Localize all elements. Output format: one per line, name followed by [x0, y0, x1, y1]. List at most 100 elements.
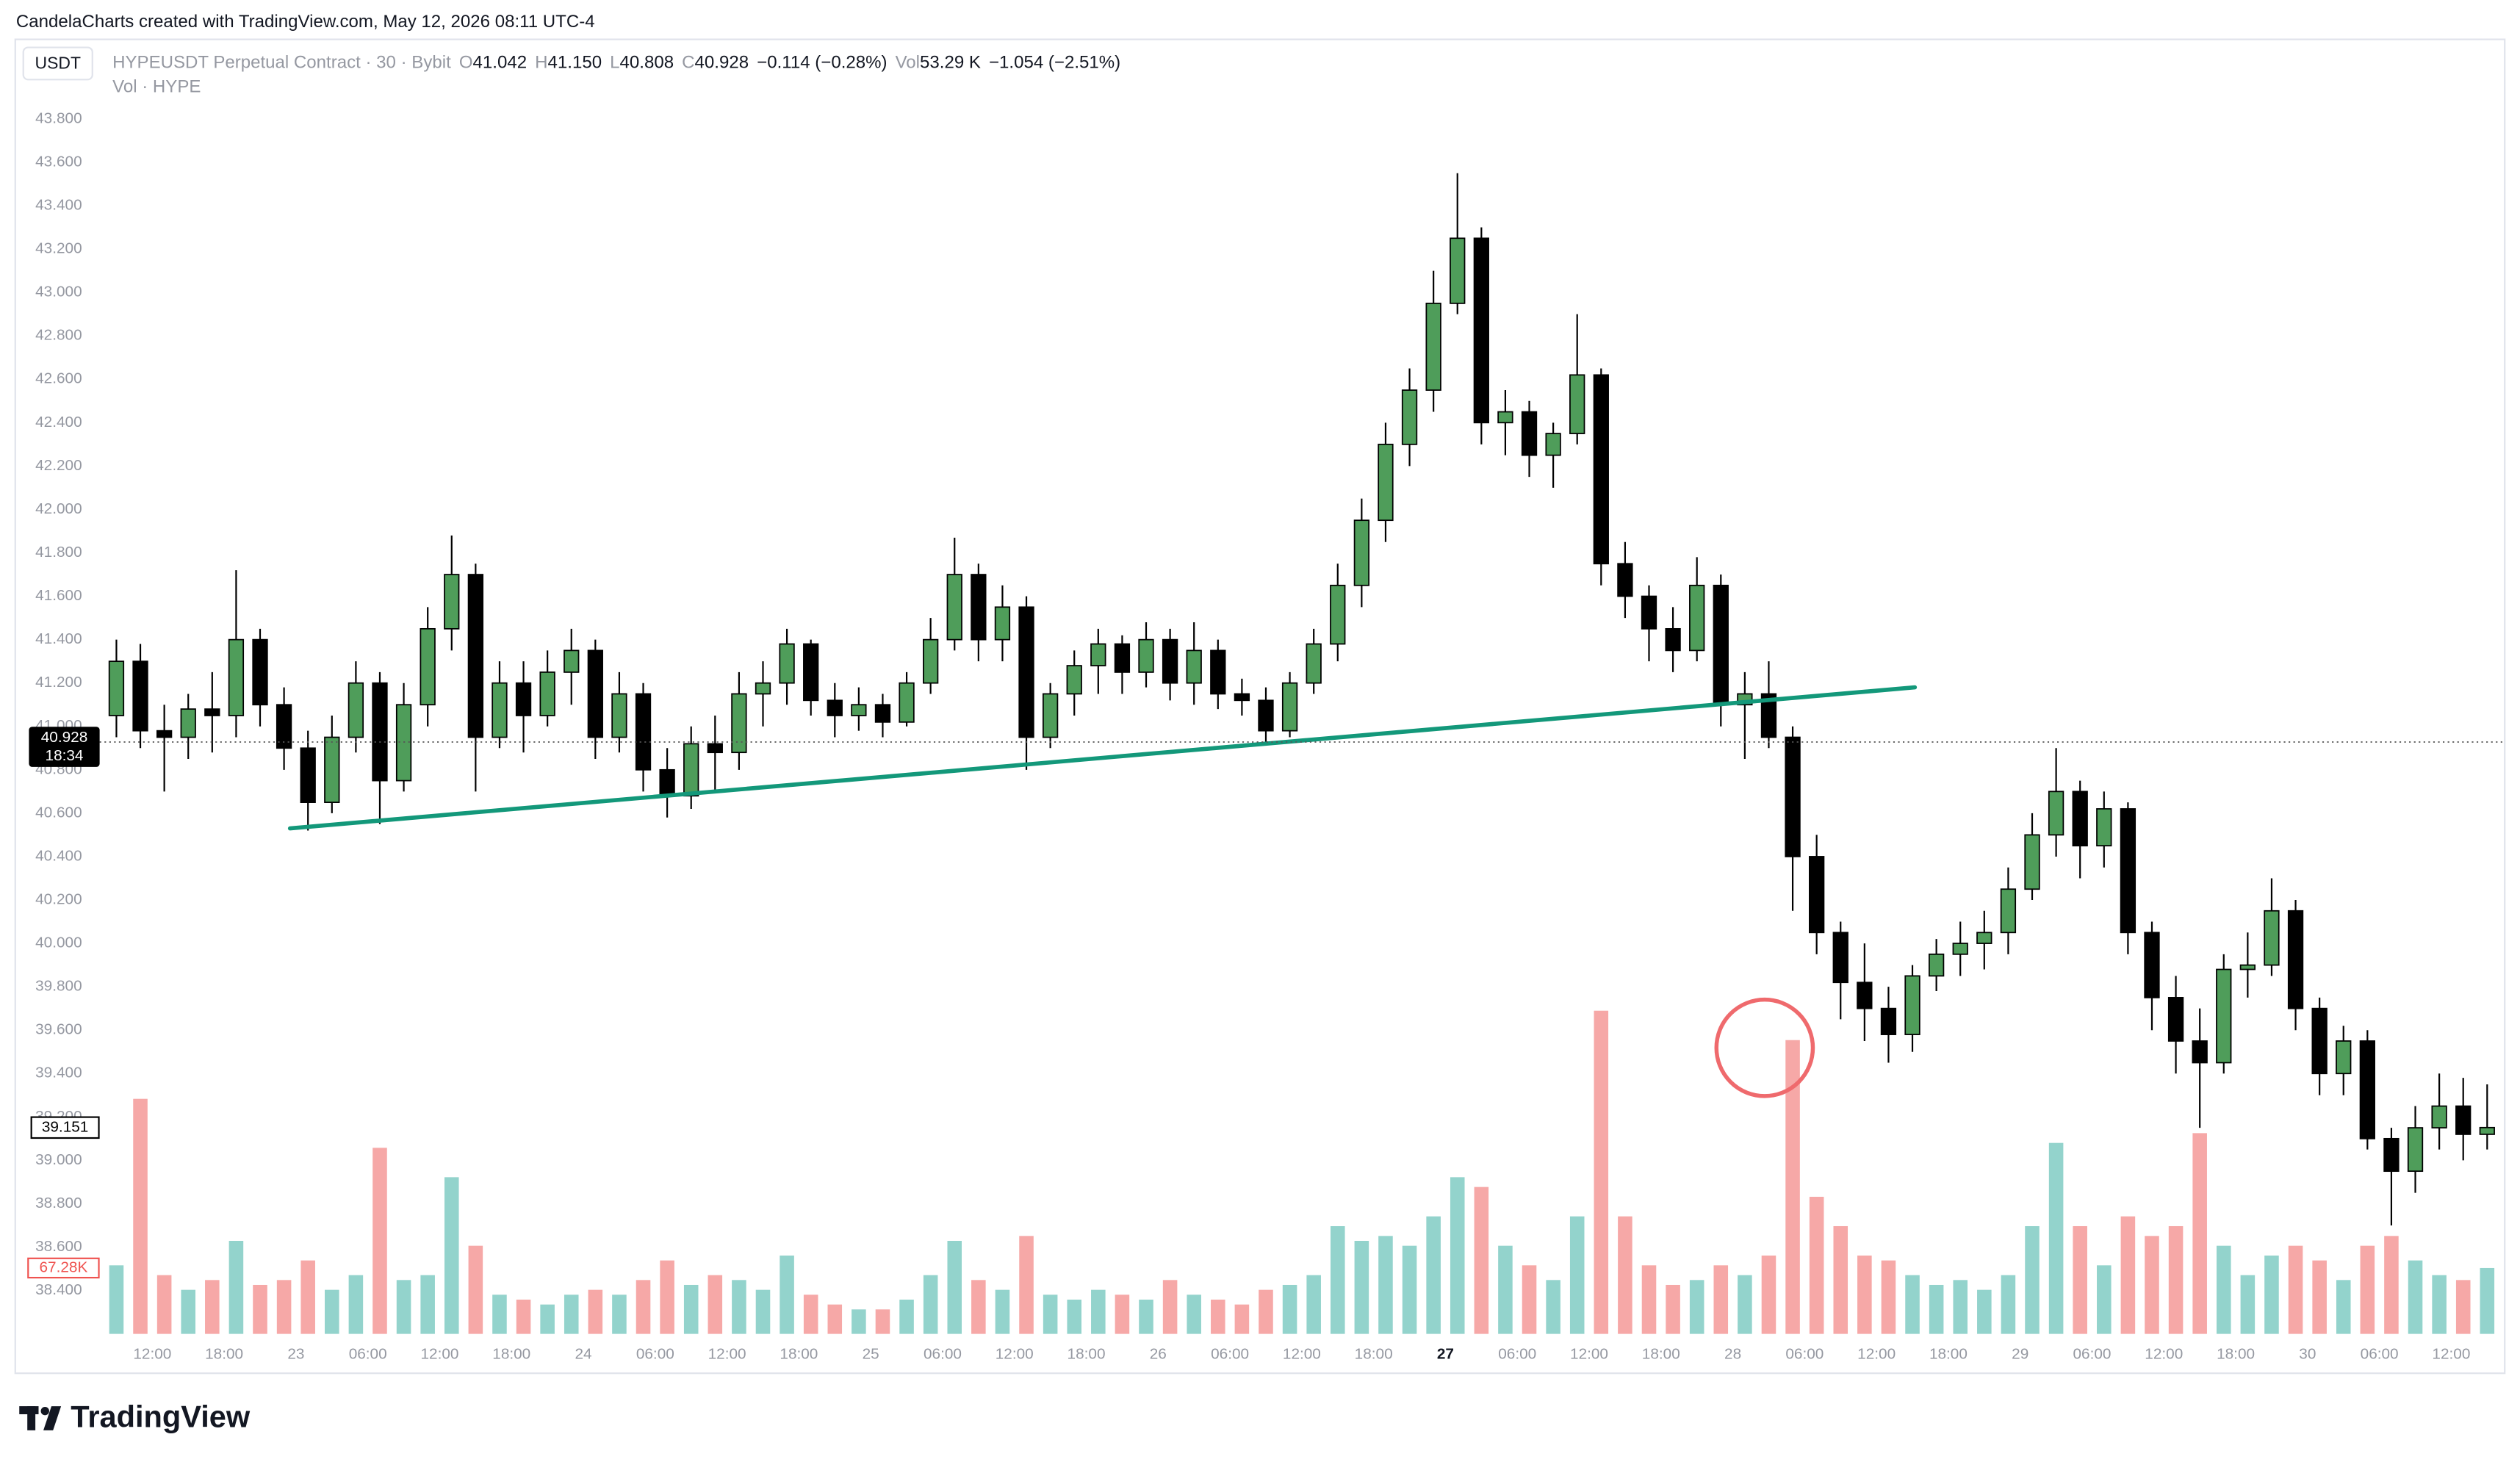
candle-body	[276, 704, 292, 749]
volume-bar	[708, 1275, 723, 1334]
candle-body	[779, 643, 795, 684]
candle-body	[659, 768, 675, 797]
volume-bar	[755, 1289, 771, 1334]
x-tick-label: 18:00	[2217, 1346, 2255, 1363]
volume-bar	[276, 1280, 292, 1334]
volume-bar	[995, 1289, 1010, 1334]
candle-body	[827, 699, 843, 716]
y-tick-label: 40.400	[35, 847, 82, 864]
x-tick-label: 23	[287, 1346, 304, 1363]
candle-body	[2455, 1105, 2472, 1135]
candle-body	[1665, 627, 1681, 652]
vol-label: Vol	[896, 53, 920, 73]
currency-box[interactable]	[22, 46, 93, 81]
volume-bar	[2192, 1133, 2207, 1334]
candle-body	[2383, 1137, 2400, 1173]
y-tick-label: 41.200	[35, 674, 82, 691]
currency[interactable]: USDT	[35, 54, 81, 73]
x-tick-label: 18:00	[1068, 1346, 1106, 1363]
x-tick-label: 18:00	[780, 1346, 818, 1363]
volume-bar	[1259, 1289, 1273, 1334]
candle-body	[1976, 932, 1992, 944]
y-tick-label: 42.200	[35, 457, 82, 474]
volume-bar	[228, 1240, 244, 1334]
candle-body	[372, 682, 388, 782]
volume-bar	[683, 1284, 699, 1334]
volume-bar	[827, 1304, 843, 1334]
volume-bar	[2073, 1225, 2087, 1334]
volume-bar	[612, 1294, 627, 1334]
volume-bar	[156, 1275, 172, 1334]
volume-bar	[2455, 1280, 2471, 1334]
volume-bar	[1450, 1177, 1465, 1334]
candle-body	[492, 682, 508, 738]
x-tick-label: 06:00	[1785, 1346, 1824, 1363]
volume-bar	[1139, 1299, 1153, 1334]
logo-dot	[40, 1406, 49, 1416]
volume-bar	[325, 1289, 339, 1334]
candle-body	[300, 747, 316, 803]
indicator: Vol · HYPE	[112, 77, 201, 97]
volume-bar	[732, 1280, 746, 1334]
x-tick-label: 18:00	[205, 1346, 243, 1363]
candle-body	[1760, 693, 1777, 738]
volume-bar	[2001, 1275, 2016, 1334]
candle-body	[2167, 997, 2184, 1042]
volume-bar	[181, 1289, 196, 1334]
x-tick-label: 18:00	[1929, 1346, 1968, 1363]
volume-bar	[947, 1240, 962, 1334]
candle-body	[946, 574, 962, 641]
candle-body	[1617, 563, 1633, 597]
x-tick-label: 28	[1724, 1346, 1741, 1363]
y-tick-label: 38.600	[35, 1238, 82, 1255]
candle-body	[803, 643, 819, 702]
trendline	[287, 685, 1918, 831]
candle-body	[1378, 443, 1394, 522]
candle-body	[2359, 1040, 2375, 1139]
candle-body	[1904, 975, 1920, 1035]
volume-bar	[253, 1284, 267, 1334]
volume-bar	[1833, 1225, 1848, 1334]
y-tick-label: 41.600	[35, 587, 82, 604]
candle-body	[707, 743, 723, 754]
volume-bar	[803, 1294, 818, 1334]
y-tick-label: 38.400	[35, 1281, 82, 1298]
y-tick-label: 40.600	[35, 804, 82, 821]
volume-bar	[1115, 1294, 1130, 1334]
brand: TradingView	[71, 1400, 251, 1434]
volume-bar	[1738, 1275, 1752, 1334]
volume-bar	[348, 1275, 364, 1334]
x-tick-label: 06:00	[2361, 1346, 2399, 1363]
y-tick-label: 38.800	[35, 1195, 82, 1211]
candle-body	[1832, 932, 1848, 984]
x-tick-label: 12:00	[1570, 1346, 1608, 1363]
volume-bar	[1426, 1216, 1441, 1334]
candle-body	[1306, 643, 1322, 684]
y-tick-label: 43.400	[35, 196, 82, 213]
candle-body	[2216, 968, 2232, 1064]
candle-body	[2072, 791, 2088, 847]
volume-bar	[372, 1148, 387, 1334]
close: 40.928	[695, 53, 749, 73]
volume-bar	[971, 1280, 986, 1334]
candle-body	[2479, 1126, 2495, 1135]
volume-bar	[875, 1309, 890, 1334]
candle-body	[2239, 964, 2256, 971]
candle-body	[2407, 1127, 2424, 1173]
credit: CandelaCharts created with TradingView.c…	[16, 12, 595, 32]
plot: 38.40038.60038.80039.00039.20039.40039.6…	[27, 109, 2505, 1363]
volume-bar	[2408, 1260, 2423, 1334]
legend: HYPEUSDT Perpetual Contract · 30 · Bybit…	[112, 53, 1120, 73]
volume-bar	[1689, 1280, 1704, 1334]
volume-bar	[2097, 1265, 2112, 1334]
y-tick-label: 42.000	[35, 500, 82, 517]
y-tick-label: 41.400	[35, 630, 82, 647]
candle-body	[324, 736, 340, 803]
y-tick-label: 43.000	[35, 284, 82, 300]
candle-body	[2144, 932, 2160, 998]
volume-bar	[2120, 1216, 2136, 1334]
volume-bar	[1953, 1280, 1968, 1334]
low-label: L	[610, 53, 619, 73]
volume-bar	[1234, 1304, 1250, 1334]
candle-body	[587, 649, 603, 738]
